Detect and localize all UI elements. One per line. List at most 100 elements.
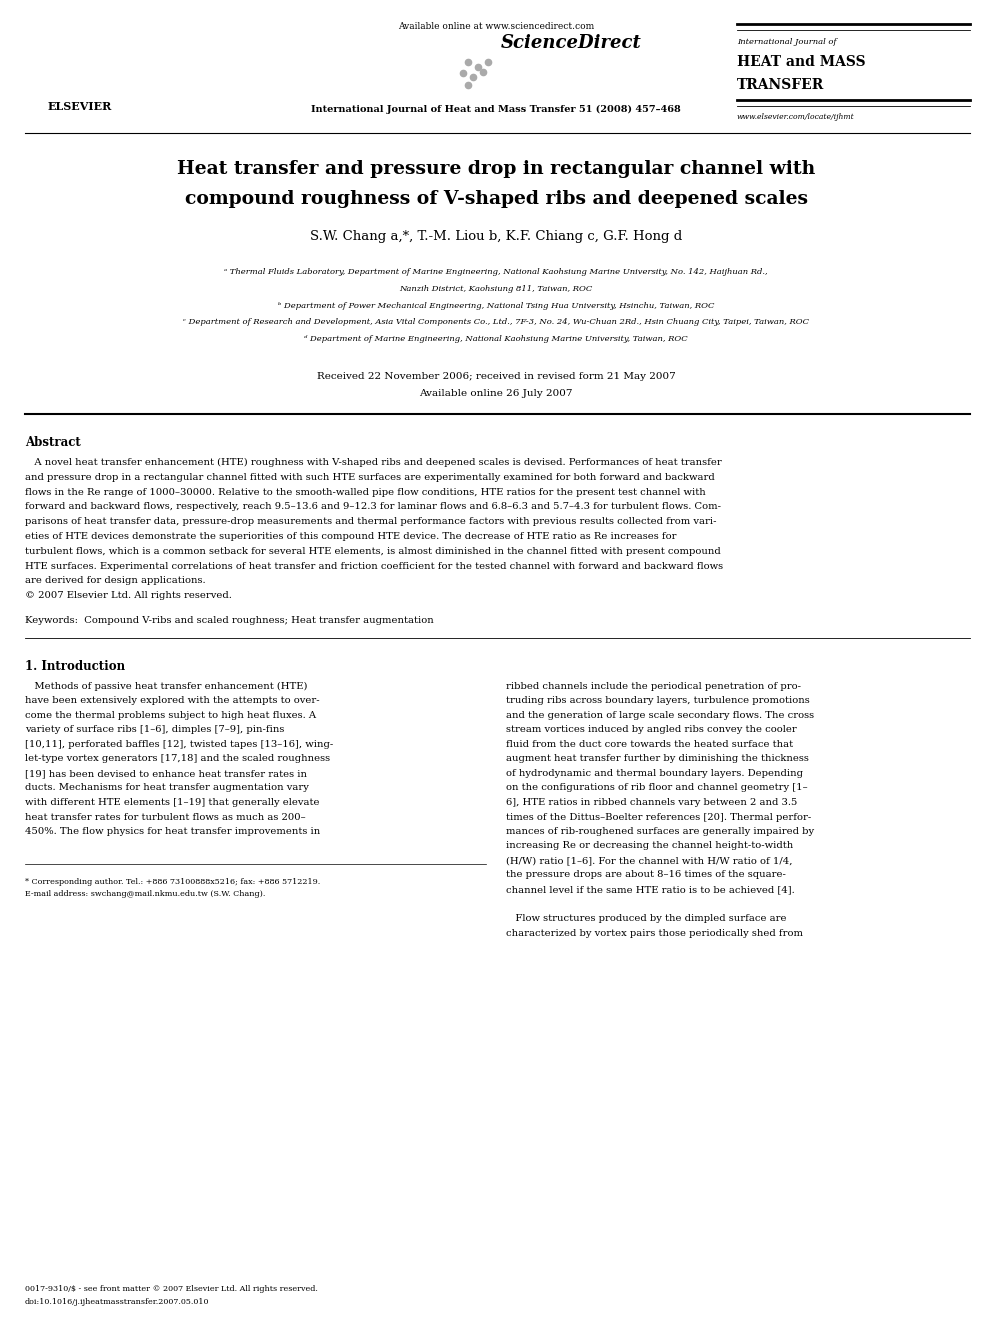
Point <box>54 32 69 53</box>
Point <box>73 20 89 41</box>
Point <box>84 13 100 34</box>
Text: S.W. Chang a,*, T.-M. Liou b, K.F. Chiang c, G.F. Hong d: S.W. Chang a,*, T.-M. Liou b, K.F. Chian… <box>310 230 682 243</box>
Point <box>72 21 88 42</box>
Point <box>59 41 74 62</box>
Point <box>40 21 56 42</box>
Point <box>45 52 61 73</box>
Point <box>60 22 75 44</box>
Text: come the thermal problems subject to high heat fluxes. A: come the thermal problems subject to hig… <box>25 710 316 720</box>
Point <box>112 52 128 73</box>
Point <box>81 61 97 82</box>
Point <box>26 28 42 49</box>
Point <box>85 16 101 37</box>
Text: eties of HTE devices demonstrate the superiorities of this compound HTE device. : eties of HTE devices demonstrate the sup… <box>25 532 677 541</box>
Point <box>56 44 71 65</box>
Point <box>97 60 113 81</box>
Point <box>76 26 92 48</box>
Point <box>54 66 69 87</box>
Text: times of the Dittus–Boelter references [20]. Thermal perfor-: times of the Dittus–Boelter references [… <box>506 812 811 822</box>
Point <box>75 69 91 90</box>
Point <box>72 64 88 85</box>
Point <box>118 42 134 64</box>
Text: Methods of passive heat transfer enhancement (HTE): Methods of passive heat transfer enhance… <box>25 681 308 691</box>
Point <box>74 62 90 83</box>
Point <box>67 26 83 48</box>
Point <box>46 65 62 86</box>
Point <box>63 53 79 74</box>
Point <box>31 29 47 50</box>
Point <box>58 26 73 48</box>
Point <box>107 62 123 83</box>
Point <box>110 36 126 57</box>
Point <box>54 16 69 37</box>
Point <box>105 56 121 77</box>
Point <box>92 37 108 58</box>
Text: HTE surfaces. Experimental correlations of heat transfer and friction coefficien: HTE surfaces. Experimental correlations … <box>25 561 723 570</box>
Text: Available online 26 July 2007: Available online 26 July 2007 <box>420 389 572 398</box>
Point <box>47 66 62 87</box>
Text: heat transfer rates for turbulent flows as much as 200–: heat transfer rates for turbulent flows … <box>25 812 306 822</box>
Point <box>30 34 46 56</box>
Point <box>102 54 118 75</box>
Point <box>62 29 78 50</box>
Text: Flow structures produced by the dimpled surface are: Flow structures produced by the dimpled … <box>506 914 787 923</box>
Point <box>48 20 63 41</box>
Point <box>77 70 93 91</box>
Text: 6], HTE ratios in ribbed channels vary between 2 and 3.5: 6], HTE ratios in ribbed channels vary b… <box>506 798 798 807</box>
Point <box>41 64 57 85</box>
Text: TRANSFER: TRANSFER <box>737 78 824 93</box>
Point <box>77 36 93 57</box>
Point <box>95 46 111 67</box>
Point <box>30 30 46 52</box>
Point <box>63 32 79 53</box>
Point <box>96 36 112 57</box>
Text: forward and backward flows, respectively, reach 9.5–13.6 and 9–12.3 for laminar : forward and backward flows, respectively… <box>25 503 721 512</box>
Point <box>77 53 93 74</box>
Point <box>74 36 90 57</box>
Point <box>82 37 98 58</box>
Point <box>89 66 105 87</box>
Point <box>74 70 90 91</box>
Point <box>88 60 104 81</box>
Point <box>74 24 90 45</box>
Point <box>59 36 74 57</box>
Point <box>34 61 50 82</box>
Point <box>71 32 87 53</box>
Point <box>27 28 43 49</box>
Point <box>81 65 97 86</box>
Point <box>71 49 87 70</box>
Point <box>55 57 70 78</box>
Point <box>36 50 52 71</box>
Point <box>57 49 72 70</box>
Text: ᵈ Department of Marine Engineering, National Kaohsiung Marine University, Taiwan: ᵈ Department of Marine Engineering, Nati… <box>305 335 687 343</box>
Point <box>71 69 87 90</box>
Point <box>106 48 122 69</box>
Point <box>118 37 134 58</box>
Point <box>108 60 124 81</box>
Point <box>102 61 118 82</box>
Point <box>97 67 113 89</box>
Point <box>30 53 46 74</box>
Point <box>56 13 71 34</box>
Point <box>101 25 117 46</box>
Point <box>118 29 134 50</box>
Point <box>48 44 63 65</box>
Point <box>36 26 52 48</box>
Point <box>40 49 56 70</box>
Point <box>51 66 66 87</box>
Point <box>85 48 101 69</box>
Point <box>34 52 50 73</box>
Point <box>39 24 55 45</box>
Point <box>109 33 125 54</box>
Point <box>103 37 119 58</box>
Point <box>117 49 133 70</box>
Point <box>41 64 57 85</box>
Point <box>93 53 109 74</box>
Point <box>61 33 76 54</box>
Point <box>57 29 72 50</box>
Point <box>47 28 62 49</box>
Text: let-type vortex generators [17,18] and the scaled roughness: let-type vortex generators [17,18] and t… <box>25 754 330 763</box>
Point <box>71 48 87 69</box>
Point <box>47 67 62 89</box>
Point <box>66 64 82 85</box>
